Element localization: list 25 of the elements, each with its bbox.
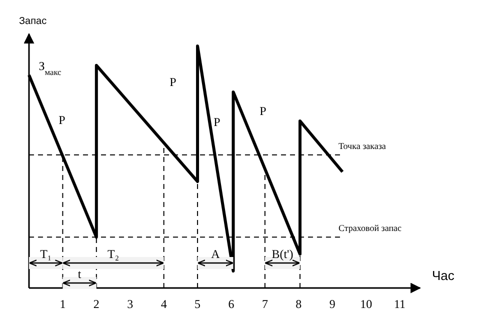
x-tick-label: 4 [160, 297, 167, 311]
x-tick-label: 3 [127, 297, 134, 311]
x-tick-label: 2 [93, 297, 100, 311]
band-label: t [78, 267, 82, 281]
band-label: T₂ [108, 247, 120, 261]
x-axis-title: Час [432, 268, 455, 283]
annotation: Р [170, 75, 177, 89]
band-label: T₁ [40, 247, 52, 261]
annotation: Р [260, 104, 267, 118]
annotation: Р [214, 115, 221, 129]
x-tick-label: 11 [394, 297, 406, 311]
ref-line-label: Страховой запас [338, 223, 402, 234]
band-label: A [211, 247, 220, 261]
x-tick-label: 8 [296, 297, 302, 311]
x-tick-label: 1 [60, 297, 66, 311]
annotation: З$_{макс}$ [38, 59, 62, 76]
x-tick-label: 6 [228, 297, 234, 311]
annotation: Р [58, 113, 66, 127]
x-tick-label: 9 [329, 297, 336, 311]
ref-line-label: Точка заказа [338, 140, 386, 151]
x-tick-label: 7 [262, 297, 268, 311]
x-tick-label: 10 [360, 297, 372, 311]
x-tick-label: 5 [194, 297, 201, 311]
band-label: B(t') [272, 247, 294, 261]
y-axis-title: Запас [19, 16, 47, 27]
